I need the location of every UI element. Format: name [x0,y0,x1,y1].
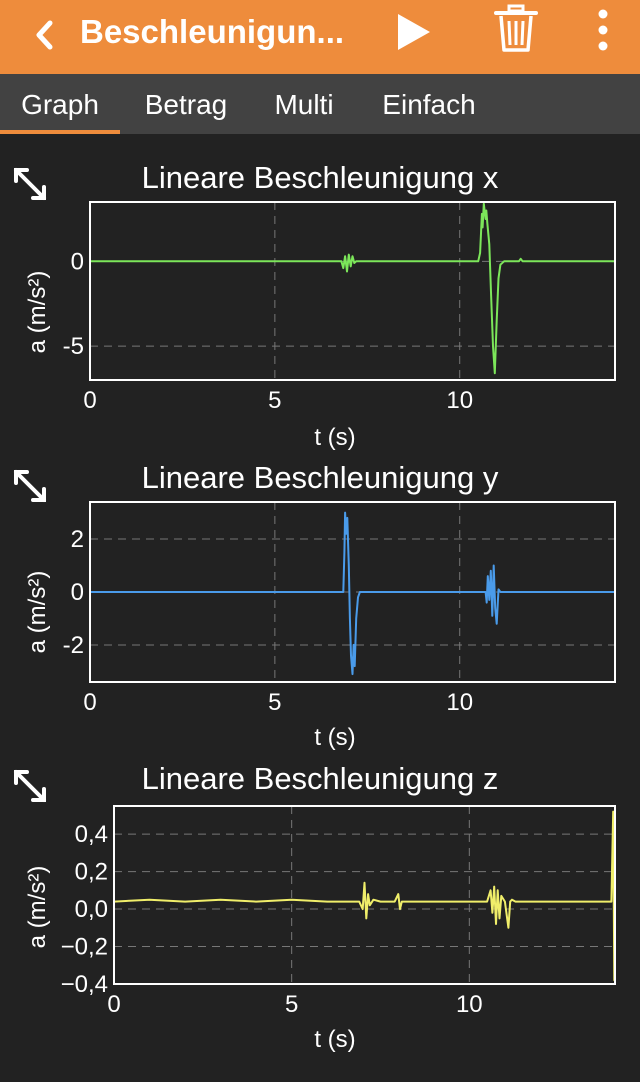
x-tick-label: 5 [268,689,281,716]
y-tick-label: 0 [71,248,84,275]
app-bar: Beschleunigun... [0,0,640,74]
plot-x[interactable]: 0 5 10 0 -5 [0,190,640,422]
more-vertical-icon [598,9,608,51]
plot-z[interactable]: 0 5 10 0,4 0,2 0,0 −0,2 −0,4 [0,790,640,1022]
plot-frame [89,201,616,381]
expand-plot-x-button[interactable] [10,164,50,204]
y-tick-label: -5 [63,333,84,360]
tab-graph[interactable]: Graph [21,89,99,120]
play-button[interactable] [394,12,434,52]
x-axis-label-y: t (s) [314,724,356,751]
x-axis-label-x: t (s) [314,424,356,451]
expand-plot-y-button[interactable] [10,466,50,506]
trash-icon [494,4,538,52]
active-tab-indicator [0,130,120,134]
y-tick-label: −0,4 [61,971,108,998]
x-tick-label: 10 [446,387,473,414]
expand-icon [14,770,46,802]
y-tick-label: 0 [71,579,84,606]
y-tick-label: 2 [71,526,84,553]
tab-multi[interactable]: Multi [274,89,334,120]
x-axis-label-z: t (s) [314,1026,356,1053]
x-tick-label: 10 [446,689,473,716]
x-tick-label: 10 [456,991,483,1018]
x-tick-label: 5 [268,387,281,414]
plot-frame [89,501,616,683]
x-tick-label: 0 [83,387,96,414]
plot-title-x: Lineare Beschleunigung x [141,160,499,195]
plot-title-z: Lineare Beschleunigung z [141,761,499,796]
plot-y[interactable]: 0 5 10 2 0 -2 [0,490,640,722]
plot-title-y: Lineare Beschleunigung y [141,460,499,495]
back-button[interactable] [30,18,62,52]
chevron-left-icon [36,20,53,50]
expand-plot-z-button[interactable] [10,766,50,806]
more-options-button[interactable] [588,8,618,52]
expand-icon [14,168,46,200]
x-tick-label: 5 [285,991,298,1018]
x-tick-label: 0 [107,991,120,1018]
y-tick-label: 0,4 [75,821,108,848]
y-tick-label: 0,0 [75,896,108,923]
tab-bar: Graph Betrag Multi Einfach [0,74,640,134]
data-series-line [113,810,616,982]
plot-frame [113,805,616,985]
tab-einfach[interactable]: Einfach [382,89,476,120]
y-tick-label: 0,2 [75,859,108,886]
y-tick-label: −0,2 [61,934,108,961]
play-icon [398,14,430,50]
tab-betrag[interactable]: Betrag [144,89,228,120]
delete-button[interactable] [494,4,538,54]
y-tick-label: -2 [63,632,84,659]
data-series-line [90,202,615,375]
expand-icon [14,470,46,502]
data-series-line [90,511,615,676]
x-tick-label: 0 [83,689,96,716]
experiment-title: Beschleunigun... [80,13,345,50]
